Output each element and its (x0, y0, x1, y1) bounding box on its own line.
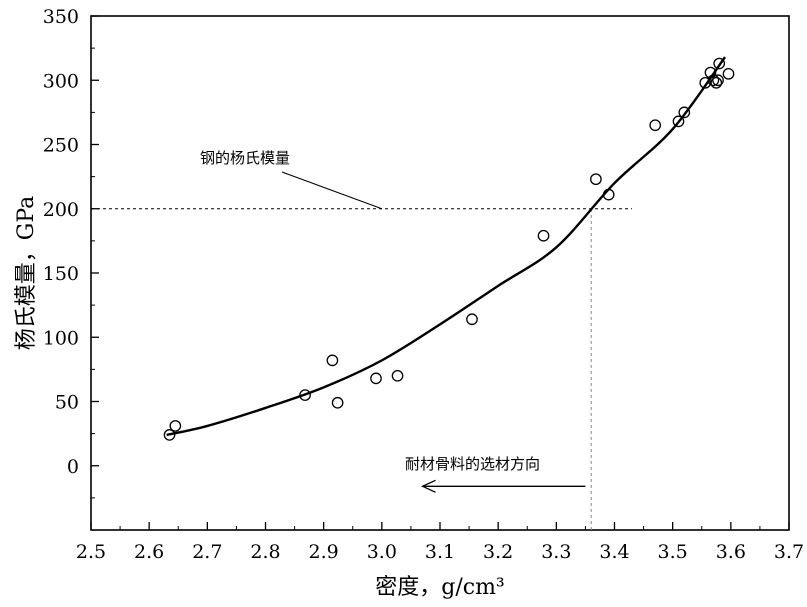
y-axis: 0 50 100 150 200 250 300 350 (43, 6, 99, 499)
data-point (590, 173, 602, 186)
x-tick-label: 3.1 (425, 541, 455, 563)
y-tick-label: 200 (43, 199, 79, 221)
x-axis-title: 密度，g/cm³ (375, 575, 505, 600)
x-tick-label: 3.2 (483, 541, 513, 563)
x-tick-label: 3.6 (716, 541, 746, 563)
data-point (537, 229, 550, 242)
x-tick-label: 3.4 (599, 541, 629, 563)
data-point (699, 76, 712, 89)
data-point (649, 119, 662, 132)
x-tick-label: 2.5 (76, 541, 106, 563)
data-point (710, 76, 723, 89)
x-tick-label: 2.9 (309, 541, 339, 563)
fit-curve (166, 56, 726, 437)
steel-modulus-label: 钢的杨氏模量 (200, 149, 290, 167)
y-tick-label: 250 (43, 135, 79, 157)
x-tick-label: 2.6 (134, 541, 164, 563)
y-tick-label: 350 (43, 6, 79, 28)
x-tick-label: 2.7 (192, 541, 222, 563)
y-axis-title: 杨氏模量，GPa (14, 196, 39, 351)
data-point (704, 66, 717, 79)
data-point (299, 389, 311, 401)
data-point (602, 188, 615, 201)
data-points (163, 57, 735, 441)
data-point (678, 106, 691, 119)
annotations: 钢的杨氏模量 耐材骨料的选材方向 (200, 149, 586, 493)
data-point (713, 57, 726, 70)
x-tick-label: 3.3 (541, 541, 571, 563)
data-point (707, 74, 720, 87)
x-tick-label: 2.8 (250, 541, 280, 563)
y-tick-label: 50 (55, 392, 79, 414)
data-point (712, 74, 724, 87)
plot-frame (90, 15, 790, 531)
data-point (672, 115, 685, 128)
data-point (326, 354, 339, 367)
data-point (466, 313, 478, 326)
y-tick-label: 150 (43, 263, 79, 285)
selection-direction-label: 耐材骨料的选材方向 (405, 455, 540, 473)
selection-direction-arrowhead (420, 479, 436, 493)
y-tick-label: 300 (43, 70, 79, 92)
data-point (163, 429, 176, 441)
reference-lines (91, 208, 632, 530)
data-point (722, 67, 735, 80)
x-tick-label: 3.7 (774, 541, 804, 563)
data-point (331, 396, 344, 409)
fit-curve-line (166, 56, 726, 437)
steel-modulus-pointer (281, 171, 383, 210)
x-tick-label: 3.0 (367, 541, 397, 563)
y-tick-label: 100 (43, 327, 79, 349)
x-axis: 2.5 2.6 2.7 2.8 2.9 3.0 3.1 3.2 3.3 3.4 3.5 3.6 3.7 (76, 522, 804, 563)
x-tick-label: 3.5 (658, 541, 688, 563)
data-point (370, 372, 382, 385)
data-point (169, 420, 182, 432)
y-tick-label: 0 (67, 456, 79, 478)
data-point (391, 369, 404, 382)
